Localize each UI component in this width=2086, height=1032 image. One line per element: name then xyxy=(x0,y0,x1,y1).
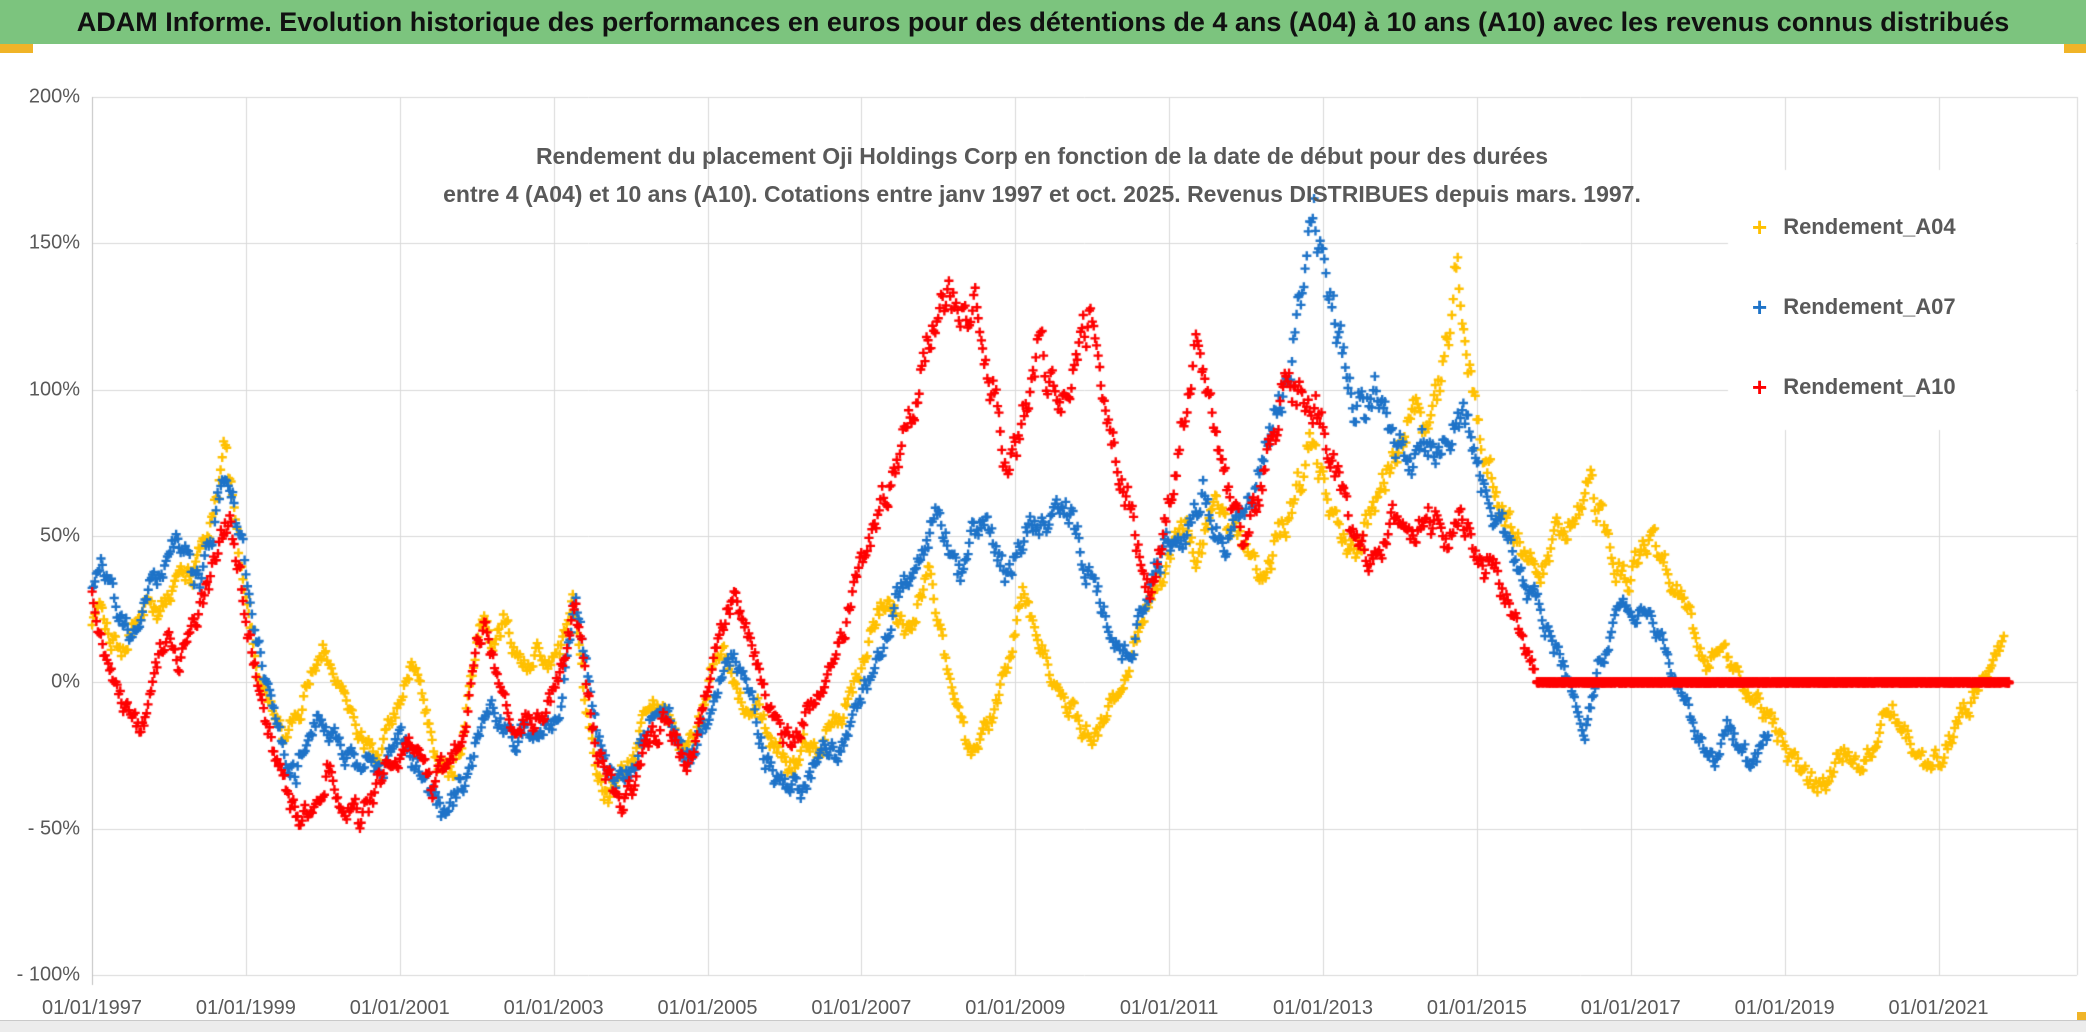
accent-top-left xyxy=(0,44,33,53)
x-axis-label: 01/01/2003 xyxy=(503,997,604,1019)
chart-area: Rendement du placement Oji Holdings Corp… xyxy=(0,53,2086,1019)
x-axis-label: 01/01/2009 xyxy=(965,997,1066,1019)
legend-item-rendement_a07[interactable]: + Rendement_A07 xyxy=(1752,294,1956,320)
chart-title-line1: Rendement du placement Oji Holdings Corp… xyxy=(535,143,1549,169)
legend-item-rendement_a04[interactable]: + Rendement_A04 xyxy=(1752,214,1956,240)
x-axis-label: 01/01/2005 xyxy=(657,997,758,1019)
chart-canvas xyxy=(0,53,2086,1012)
x-axis-label: 01/01/2021 xyxy=(1888,997,1989,1019)
y-axis-label: 150% xyxy=(28,231,80,254)
x-axis-label: 01/01/2001 xyxy=(349,997,450,1019)
legend-label: Rendement_A10 xyxy=(1783,374,1956,399)
y-axis-label: 50% xyxy=(39,524,80,547)
y-axis-label: - 50% xyxy=(27,817,80,840)
legend-plus-icon: + xyxy=(1752,372,1768,402)
bottom-strip xyxy=(0,1020,2086,1032)
legend-label: Rendement_A04 xyxy=(1783,214,1956,239)
chart-title: Rendement du placement Oji Holdings Corp… xyxy=(92,137,1992,213)
x-axis-label: 01/01/2017 xyxy=(1580,997,1681,1019)
legend-plus-icon: + xyxy=(1752,212,1768,242)
y-axis-label: 0% xyxy=(51,670,80,693)
x-axis-label: 01/01/2011 xyxy=(1119,997,1219,1019)
y-axis-label: - 100% xyxy=(16,963,80,986)
chart-title-line2: entre 4 (A04) et 10 ans (A10). Cotations… xyxy=(443,181,1641,207)
x-axis-label: 01/01/1999 xyxy=(195,997,296,1019)
x-axis-label: 01/01/2019 xyxy=(1734,997,1835,1019)
x-axis-label: 01/01/2007 xyxy=(811,997,912,1019)
x-axis-label: 01/01/1997 xyxy=(41,997,143,1019)
legend-item-rendement_a10[interactable]: + Rendement_A10 xyxy=(1752,374,1956,400)
x-axis-label: 01/01/2015 xyxy=(1426,997,1527,1019)
legend-label: Rendement_A07 xyxy=(1783,294,1956,319)
header-title: ADAM Informe. Evolution historique des p… xyxy=(76,6,2010,37)
y-axis-label: 200% xyxy=(28,85,80,108)
header-bar: ADAM Informe. Evolution historique des p… xyxy=(0,0,2086,44)
y-axis-label: 100% xyxy=(28,378,80,401)
x-axis-label: 01/01/2013 xyxy=(1272,997,1374,1019)
legend-plus-icon: + xyxy=(1752,292,1768,322)
